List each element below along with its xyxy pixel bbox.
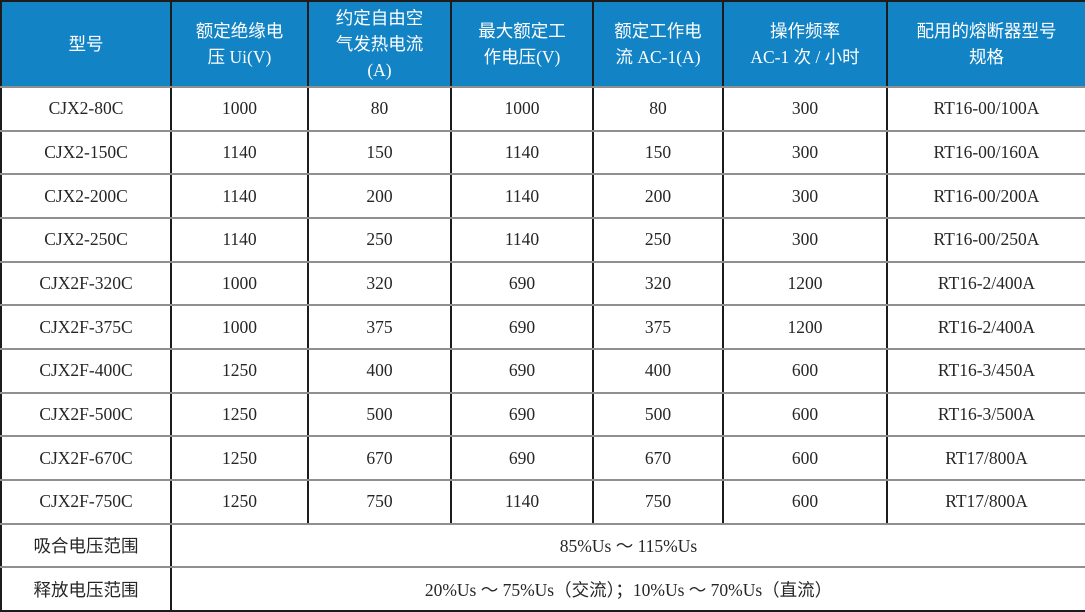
- footer-row-pickup-voltage: 吸合电压范围 85%Us ～ 115%Us: [0, 522, 1085, 569]
- cell-max-voltage: 690: [450, 260, 594, 307]
- table-row: CJX2F-320C 1000 320 690 320 1200 RT16-2/…: [0, 260, 1085, 307]
- cell-max-voltage: 1000: [450, 86, 594, 132]
- cell-working-current: 80: [592, 86, 724, 132]
- cell-working-current: 670: [592, 435, 724, 481]
- table-row: CJX2F-750C 1250 750 1140 750 600 RT17/80…: [0, 478, 1085, 525]
- footer-value-pickup-voltage: 85%Us ～ 115%Us: [170, 522, 1085, 569]
- column-header-op-frequency: 操作频率 AC-1 次 / 小时: [722, 0, 888, 88]
- cell-insulation-voltage: 1250: [170, 347, 309, 394]
- cell-thermal-current: 375: [307, 304, 452, 350]
- table-row: CJX2-250C 1140 250 1140 250 300 RT16-00/…: [0, 216, 1085, 263]
- cell-thermal-current: 670: [307, 435, 452, 481]
- header-row: 型号 额定绝缘电 压 Ui(V) 约定自由空 气发热电流 (A) 最大额定工 作…: [0, 0, 1085, 88]
- cell-thermal-current: 250: [307, 216, 452, 263]
- column-header-insulation-voltage: 额定绝缘电 压 Ui(V): [170, 0, 309, 88]
- column-header-fuse: 配用的熔断器型号 规格: [886, 0, 1085, 88]
- cell-fuse: RT16-00/200A: [886, 173, 1085, 219]
- cell-max-voltage: 690: [450, 435, 594, 481]
- cell-fuse: RT16-00/160A: [886, 129, 1085, 176]
- cell-working-current: 200: [592, 173, 724, 219]
- table-row: CJX2-80C 1000 80 1000 80 300 RT16-00/100…: [0, 86, 1085, 132]
- cell-max-voltage: 1140: [450, 216, 594, 263]
- column-header-thermal-current: 约定自由空 气发热电流 (A): [307, 0, 452, 88]
- cell-model: CJX2-200C: [0, 173, 172, 219]
- cell-thermal-current: 200: [307, 173, 452, 219]
- cell-thermal-current: 750: [307, 478, 452, 525]
- table-row: CJX2-200C 1140 200 1140 200 300 RT16-00/…: [0, 173, 1085, 219]
- cell-op-frequency: 300: [722, 216, 888, 263]
- cell-op-frequency: 300: [722, 173, 888, 219]
- cell-op-frequency: 300: [722, 129, 888, 176]
- cell-fuse: RT16-00/100A: [886, 86, 1085, 132]
- table-row: CJX2-150C 1140 150 1140 150 300 RT16-00/…: [0, 129, 1085, 176]
- cell-insulation-voltage: 1140: [170, 129, 309, 176]
- cell-model: CJX2F-320C: [0, 260, 172, 307]
- footer-row-release-voltage: 释放电压范围 20%Us ～ 75%Us（交流）；10%Us ～ 70%Us（直…: [0, 566, 1085, 612]
- footer-label-pickup-voltage: 吸合电压范围: [0, 522, 172, 569]
- cell-op-frequency: 600: [722, 391, 888, 438]
- table-row: CJX2F-670C 1250 670 690 670 600 RT17/800…: [0, 435, 1085, 481]
- cell-max-voltage: 1140: [450, 173, 594, 219]
- cell-thermal-current: 320: [307, 260, 452, 307]
- table-row: CJX2F-400C 1250 400 690 400 600 RT16-3/4…: [0, 347, 1085, 394]
- footer-value-release-voltage: 20%Us ～ 75%Us（交流）；10%Us ～ 70%Us（直流）: [170, 566, 1085, 612]
- cell-model: CJX2F-750C: [0, 478, 172, 525]
- footer-label-release-voltage: 释放电压范围: [0, 566, 172, 612]
- cell-thermal-current: 400: [307, 347, 452, 394]
- cell-fuse: RT16-2/400A: [886, 304, 1085, 350]
- cell-insulation-voltage: 1000: [170, 304, 309, 350]
- column-header-max-voltage: 最大额定工 作电压(V): [450, 0, 594, 88]
- cell-model: CJX2F-375C: [0, 304, 172, 350]
- cell-insulation-voltage: 1140: [170, 216, 309, 263]
- cell-thermal-current: 80: [307, 86, 452, 132]
- cell-fuse: RT17/800A: [886, 478, 1085, 525]
- cell-op-frequency: 1200: [722, 304, 888, 350]
- cell-op-frequency: 1200: [722, 260, 888, 307]
- table-row: CJX2F-500C 1250 500 690 500 600 RT16-3/5…: [0, 391, 1085, 438]
- cell-fuse: RT17/800A: [886, 435, 1085, 481]
- cell-working-current: 375: [592, 304, 724, 350]
- cell-op-frequency: 600: [722, 478, 888, 525]
- cell-max-voltage: 690: [450, 347, 594, 394]
- cell-op-frequency: 600: [722, 347, 888, 394]
- cell-working-current: 750: [592, 478, 724, 525]
- cell-working-current: 500: [592, 391, 724, 438]
- cell-working-current: 150: [592, 129, 724, 176]
- cell-working-current: 320: [592, 260, 724, 307]
- cell-model: CJX2-150C: [0, 129, 172, 176]
- cell-fuse: RT16-00/250A: [886, 216, 1085, 263]
- cell-max-voltage: 1140: [450, 478, 594, 525]
- cell-max-voltage: 690: [450, 304, 594, 350]
- cell-op-frequency: 300: [722, 86, 888, 132]
- cell-model: CJX2F-500C: [0, 391, 172, 438]
- cell-insulation-voltage: 1000: [170, 260, 309, 307]
- cell-op-frequency: 600: [722, 435, 888, 481]
- cell-fuse: RT16-2/400A: [886, 260, 1085, 307]
- cell-model: CJX2-250C: [0, 216, 172, 263]
- cell-insulation-voltage: 1250: [170, 435, 309, 481]
- column-header-working-current: 额定工作电 流 AC-1(A): [592, 0, 724, 88]
- cell-insulation-voltage: 1250: [170, 478, 309, 525]
- cell-fuse: RT16-3/450A: [886, 347, 1085, 394]
- cell-max-voltage: 1140: [450, 129, 594, 176]
- cell-max-voltage: 690: [450, 391, 594, 438]
- cell-fuse: RT16-3/500A: [886, 391, 1085, 438]
- cell-insulation-voltage: 1250: [170, 391, 309, 438]
- cell-thermal-current: 500: [307, 391, 452, 438]
- cell-working-current: 400: [592, 347, 724, 394]
- table-row: CJX2F-375C 1000 375 690 375 1200 RT16-2/…: [0, 304, 1085, 350]
- cell-insulation-voltage: 1000: [170, 86, 309, 132]
- cell-model: CJX2F-670C: [0, 435, 172, 481]
- cell-insulation-voltage: 1140: [170, 173, 309, 219]
- column-header-model: 型号: [0, 0, 172, 88]
- cell-working-current: 250: [592, 216, 724, 263]
- cell-thermal-current: 150: [307, 129, 452, 176]
- cell-model: CJX2-80C: [0, 86, 172, 132]
- cell-model: CJX2F-400C: [0, 347, 172, 394]
